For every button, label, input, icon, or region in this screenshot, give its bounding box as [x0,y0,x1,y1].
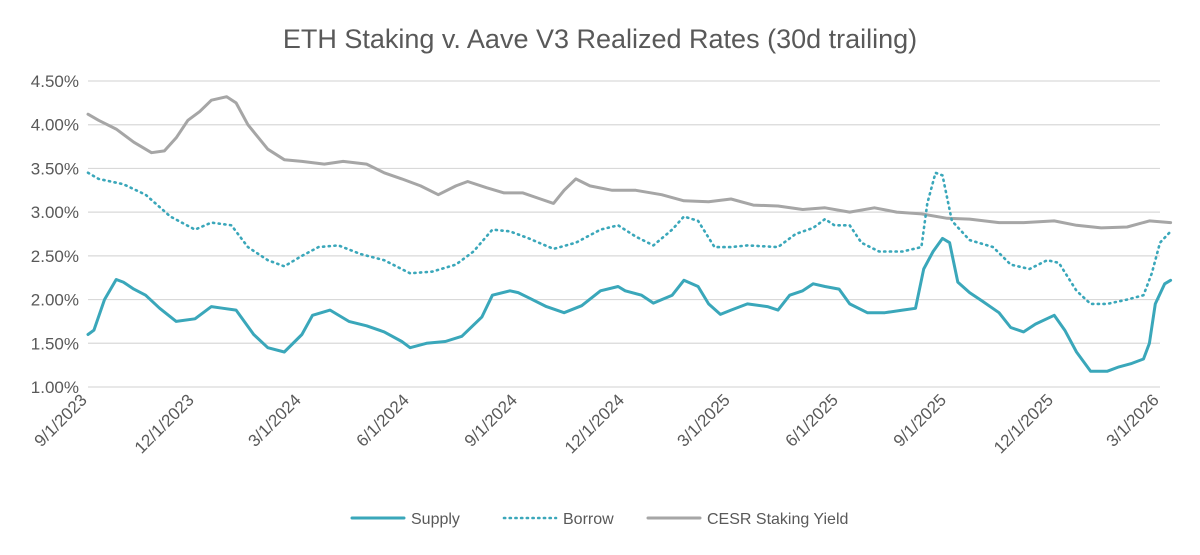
y-tick-label: 1.00% [31,378,79,397]
series-line-cesr-staking-yield [86,95,1173,230]
x-tick-label: 12/1/2024 [561,390,628,457]
y-tick-label: 3.50% [31,159,79,178]
x-tick-label: 3/1/2026 [1103,390,1163,450]
y-tick-label: 3.00% [31,203,79,222]
y-tick-label: 2.50% [31,247,79,266]
legend-label: Borrow [563,511,614,528]
legend-label: CESR Staking Yield [707,511,848,528]
y-tick-label: 1.50% [31,334,79,353]
x-tick-label: 6/1/2024 [353,390,413,450]
legend: Supply Borrow CESR Staking Yield [350,511,848,528]
x-tick-label: 9/1/2023 [31,390,91,450]
chart-title: ETH Staking v. Aave V3 Realized Rates (3… [283,24,917,54]
series-line-supply [86,236,1173,373]
y-tick-label: 4.50% [31,72,79,91]
y-tick-label: 2.00% [31,291,79,310]
x-axis-ticks: 9/1/2023 12/1/2023 3/1/2024 6/1/2024 9/1/202… [31,390,1163,457]
y-tick-label: 4.00% [31,116,79,135]
series-line-borrow [86,171,1172,306]
y-axis-ticks: 1.00% 1.50% 2.00% 2.50% 3.00% 3.50% 4.00% 4.50% [31,72,79,397]
grid-lines [88,80,1160,388]
legend-label: Supply [411,511,460,528]
x-tick-label: 3/1/2025 [674,390,734,450]
series-lines [86,95,1173,373]
x-tick-label: 6/1/2025 [782,390,842,450]
x-tick-label: 3/1/2024 [245,390,305,450]
x-tick-label: 9/1/2025 [890,390,950,450]
x-tick-label: 12/1/2023 [131,390,198,457]
x-tick-label: 9/1/2024 [461,390,521,450]
x-tick-label: 12/1/2025 [990,390,1057,457]
